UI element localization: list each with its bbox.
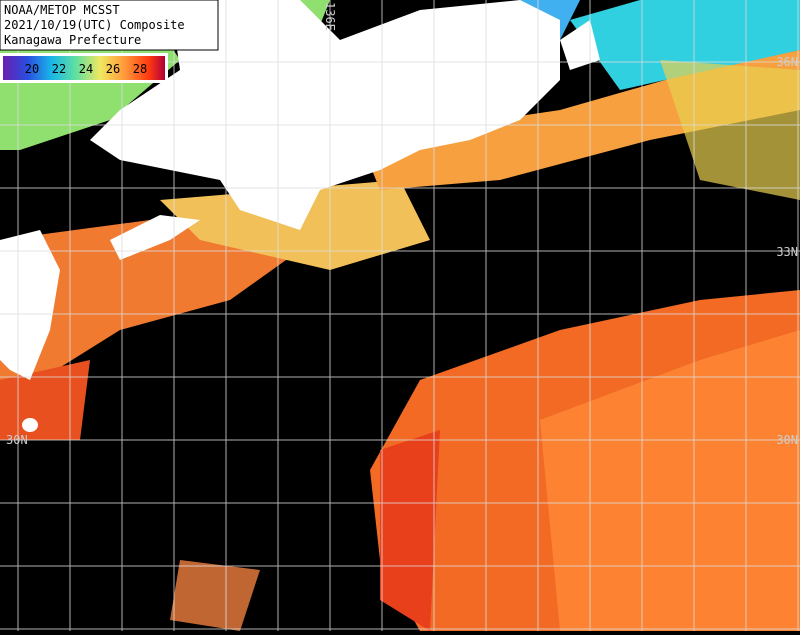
header-line: NOAA/METOP MCSST [4, 3, 120, 17]
land [0, 0, 600, 432]
colorbar: 20 22 24 26 28 [0, 53, 168, 83]
colorbar-label: 28 [133, 62, 147, 76]
header-line: Kanagawa Prefecture [4, 33, 141, 47]
colorbar-label: 22 [52, 62, 66, 76]
colorbar-gradient [3, 56, 165, 80]
colorbar-label: 26 [106, 62, 120, 76]
lat-label: 33N [776, 245, 798, 259]
colorbar-label: 24 [79, 62, 93, 76]
lon-label: 136E [323, 2, 337, 31]
lat-label: 30N [776, 433, 798, 447]
colorbar-label: 20 [25, 62, 39, 76]
lat-label: 30N [6, 433, 28, 447]
grid-labels: 136E 36N 33N 30N 30N [6, 2, 798, 447]
header-box: NOAA/METOP MCSST 2021/10/19(UTC) Composi… [0, 0, 219, 51]
lat-label: 36N [776, 55, 798, 69]
header-line: 2021/10/19(UTC) Composite [4, 18, 185, 32]
